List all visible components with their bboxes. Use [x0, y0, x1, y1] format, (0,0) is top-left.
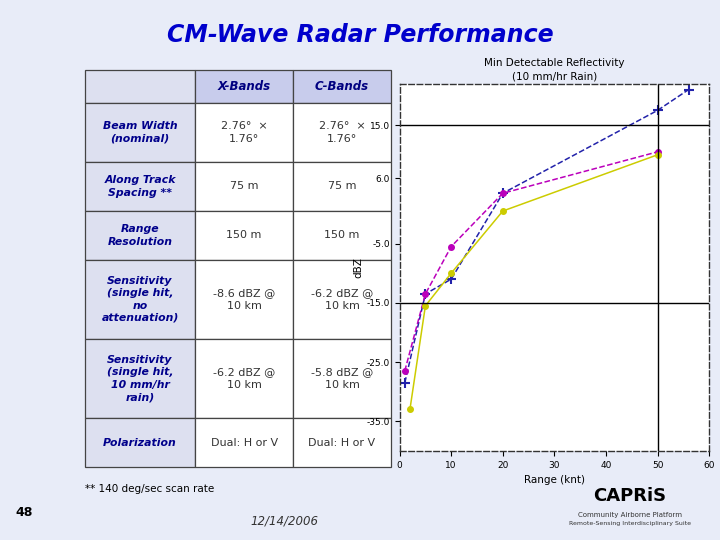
Bar: [195, 418, 293, 467]
Bar: [293, 103, 391, 162]
AFSA X-Band: [498, 190, 507, 197]
Y-axis label: dBZ: dBZ: [354, 257, 364, 278]
Bar: [195, 260, 293, 339]
Line: FLIDORA: FLIDORA: [407, 152, 660, 412]
Text: Range
Resolution: Range Resolution: [107, 224, 173, 247]
Bar: [195, 70, 293, 103]
AFSA X-Band: [684, 86, 693, 93]
Text: Polarization: Polarization: [103, 437, 177, 448]
AFSA X-Band: [447, 276, 456, 282]
Bar: [85, 211, 195, 260]
Bar: [85, 339, 195, 418]
Text: 2.76°  ×
1.76°: 2.76° × 1.76°: [221, 122, 267, 144]
Text: C-Bands: C-Bands: [315, 80, 369, 93]
Bar: [293, 70, 391, 103]
Bar: [195, 339, 293, 418]
Text: Sensitivity
(single hit,
no
attenuation): Sensitivity (single hit, no attenuation): [102, 276, 179, 323]
Text: CAPRiS: CAPRiS: [593, 487, 667, 505]
AFSA X-Band: [421, 291, 430, 297]
Text: Remote-Sensing Interdisciplinary Suite: Remote-Sensing Interdisciplinary Suite: [569, 521, 691, 526]
Text: 48: 48: [16, 505, 33, 519]
Bar: [293, 162, 391, 211]
Bar: [195, 103, 293, 162]
AFSA C-Band: [447, 244, 456, 250]
AFSA X-Band: [653, 107, 662, 113]
Line: AFSA X-Band: AFSA X-Band: [400, 85, 693, 388]
Text: Along Track
Spacing **: Along Track Spacing **: [104, 175, 176, 198]
Text: -8.6 dBZ @
10 km: -8.6 dBZ @ 10 km: [213, 288, 275, 310]
Text: -6.2 dBZ @
10 km: -6.2 dBZ @ 10 km: [311, 288, 373, 310]
X-axis label: Range (knt): Range (knt): [524, 475, 585, 485]
Bar: [195, 162, 293, 211]
AFSA C-Band: [653, 148, 662, 155]
Text: 12/14/2006: 12/14/2006: [251, 515, 318, 528]
Bar: [293, 339, 391, 418]
Text: -6.2 dBZ @
10 km: -6.2 dBZ @ 10 km: [213, 367, 275, 390]
Text: Sensitivity
(single hit,
10 mm/hr
rain): Sensitivity (single hit, 10 mm/hr rain): [107, 355, 174, 402]
Bar: [195, 211, 293, 260]
Text: -5.8 dBZ @
10 km: -5.8 dBZ @ 10 km: [311, 367, 373, 390]
Bar: [85, 103, 195, 162]
Text: Community Airborne Platform: Community Airborne Platform: [578, 512, 682, 518]
Text: 75 m: 75 m: [230, 181, 258, 191]
AFSA C-Band: [498, 190, 507, 197]
FLIDORA: [498, 208, 507, 214]
FLIDORA: [405, 406, 414, 413]
Bar: [85, 418, 195, 467]
AFSA C-Band: [400, 368, 409, 374]
Line: AFSA C-Band: AFSA C-Band: [402, 149, 660, 374]
AFSA X-Band: [400, 380, 409, 386]
Text: Beam Width
(nominal): Beam Width (nominal): [103, 122, 177, 144]
Text: X-Bands: X-Bands: [217, 80, 271, 93]
Text: Dual: H or V: Dual: H or V: [210, 437, 278, 448]
Text: CM-Wave Radar Performance: CM-Wave Radar Performance: [167, 23, 553, 47]
FLIDORA: [447, 270, 456, 276]
FLIDORA: [421, 302, 430, 309]
Bar: [293, 211, 391, 260]
Bar: [293, 260, 391, 339]
Text: ** 140 deg/sec scan rate: ** 140 deg/sec scan rate: [85, 484, 215, 495]
Bar: [293, 418, 391, 467]
Bar: [85, 260, 195, 339]
Text: Dual: H or V: Dual: H or V: [308, 437, 376, 448]
Text: 2.76°  ×
1.76°: 2.76° × 1.76°: [319, 122, 365, 144]
Title: Min Detectable Reflectivity
(10 mm/hr Rain): Min Detectable Reflectivity (10 mm/hr Ra…: [484, 58, 625, 82]
AFSA C-Band: [421, 291, 430, 297]
Text: 150 m: 150 m: [226, 231, 262, 240]
Bar: [85, 162, 195, 211]
FLIDORA: [653, 152, 662, 158]
Bar: [85, 70, 195, 103]
Text: 150 m: 150 m: [324, 231, 360, 240]
Text: 75 m: 75 m: [328, 181, 356, 191]
